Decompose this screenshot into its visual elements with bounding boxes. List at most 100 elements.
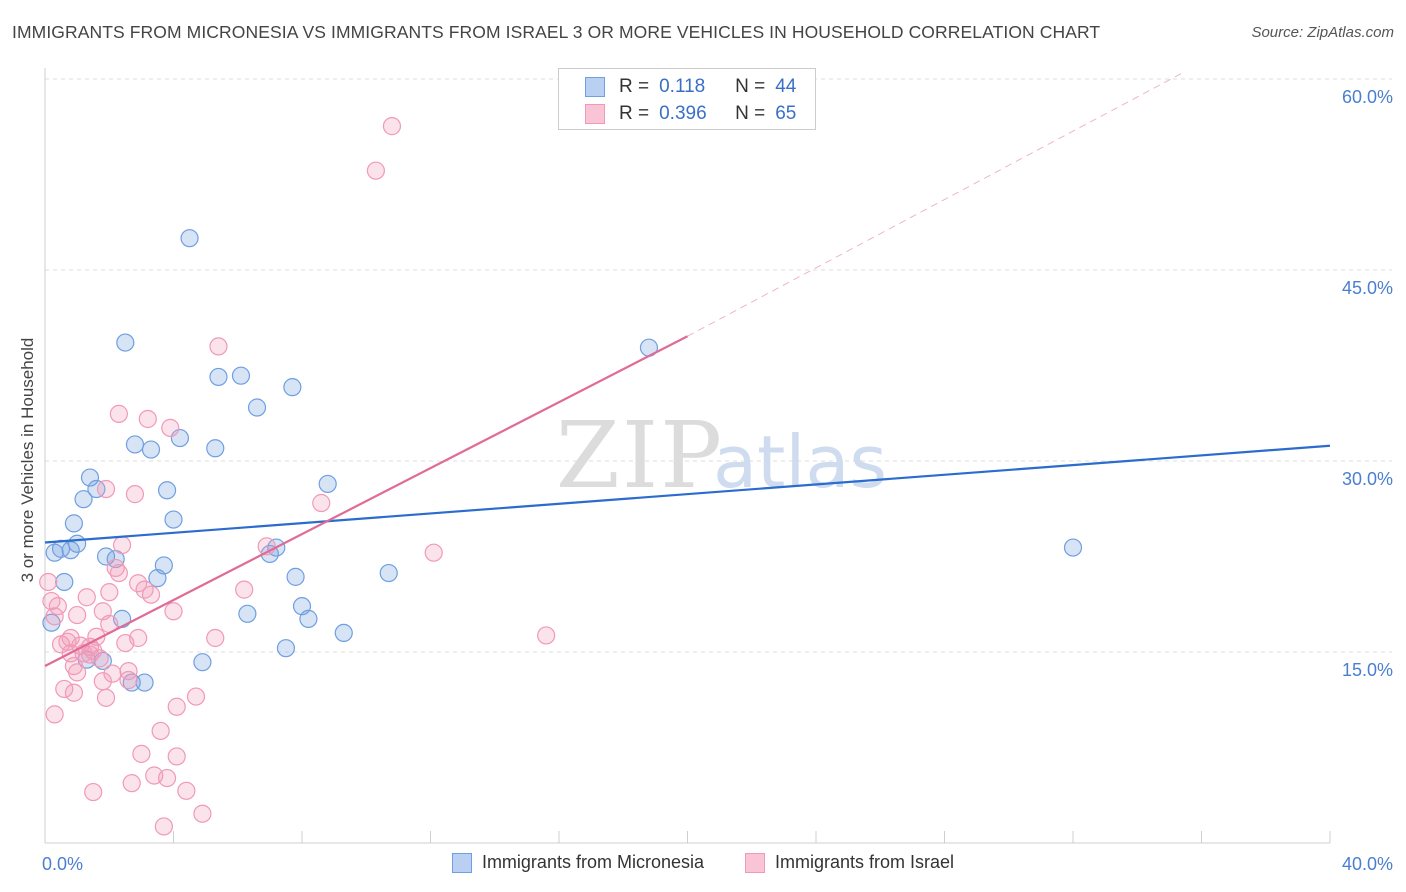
- data-point: [235, 580, 254, 599]
- legend-item-micronesia: Immigrants from Micronesia: [451, 852, 704, 873]
- n-label: N =: [735, 103, 766, 124]
- n-value: 44: [775, 76, 797, 97]
- r-label: R =: [619, 103, 650, 124]
- data-point: [382, 117, 402, 136]
- trend-line-1: [44, 335, 689, 667]
- r-label: R =: [619, 76, 650, 97]
- data-point: [157, 768, 177, 788]
- legend-label-israel: Immigrants from Israel: [775, 852, 955, 872]
- x-tick-label: 40.0%: [1342, 854, 1393, 874]
- n-value: 65: [775, 103, 797, 124]
- data-point: [157, 481, 177, 500]
- data-point: [45, 705, 64, 724]
- data-point: [366, 161, 385, 180]
- x-tick-label: 0.0%: [42, 854, 83, 874]
- grid-lines: [45, 78, 1392, 653]
- data-point: [193, 804, 212, 823]
- y-tick-label: 15.0%: [1342, 660, 1393, 680]
- trend-lines: [44, 70, 1331, 667]
- r-value: 0.396: [659, 103, 707, 124]
- legend-item-israel: Immigrants from Israel: [745, 852, 954, 873]
- data-point: [276, 639, 296, 658]
- data-point: [45, 607, 64, 626]
- data-point: [247, 398, 267, 417]
- y-tick-label: 60.0%: [1342, 87, 1393, 107]
- data-point: [96, 479, 116, 499]
- data-point: [231, 366, 251, 385]
- israel-swatch: [585, 104, 605, 124]
- data-point: [141, 440, 161, 459]
- data-point: [74, 490, 93, 509]
- data-point: [84, 782, 103, 802]
- data-point: [318, 474, 337, 494]
- data-point: [206, 628, 225, 648]
- data-point: [180, 229, 199, 248]
- data-point: [125, 485, 145, 504]
- y-tick-label: 45.0%: [1342, 278, 1393, 298]
- data-point: [312, 493, 331, 513]
- data-point: [193, 653, 212, 672]
- data-point: [379, 563, 398, 583]
- data-point: [61, 628, 80, 648]
- data-point: [109, 563, 128, 583]
- data-point: [151, 721, 170, 741]
- watermark-zip: ZIP: [556, 402, 724, 509]
- data-point: [154, 556, 173, 575]
- data-point: [77, 588, 96, 607]
- axes: [44, 68, 1331, 844]
- data-point: [96, 688, 116, 707]
- y-tick-label: 30.0%: [1342, 469, 1393, 489]
- data-point: [116, 333, 135, 352]
- data-point: [55, 572, 74, 592]
- data-point: [64, 683, 84, 702]
- n-label: N =: [735, 76, 766, 97]
- trend-line-0: [44, 444, 1331, 544]
- series-points-1: [39, 117, 556, 836]
- data-point: [80, 468, 100, 487]
- data-point: [141, 585, 161, 604]
- data-point: [39, 572, 58, 592]
- data-point: [167, 697, 186, 716]
- data-point: [167, 747, 186, 766]
- data-point: [135, 673, 154, 692]
- data-point: [186, 687, 206, 706]
- data-point: [125, 435, 145, 454]
- data-point: [64, 514, 84, 533]
- source-label: Source: ZipAtlas.com: [1251, 24, 1394, 41]
- data-point: [122, 774, 141, 793]
- watermark-atlas: atlas: [713, 420, 887, 504]
- data-point: [154, 817, 173, 836]
- data-point: [100, 583, 119, 602]
- watermark: ZIP atlas: [556, 402, 887, 509]
- data-point: [1063, 538, 1083, 557]
- legend-label-micronesia: Immigrants from Micronesia: [481, 852, 704, 872]
- data-point: [161, 418, 180, 437]
- data-point: [238, 604, 257, 623]
- data-point: [299, 609, 318, 628]
- data-point: [68, 663, 87, 682]
- r-value: 0.118: [659, 76, 706, 97]
- data-point: [283, 378, 302, 397]
- stats-row-israel: R = 0.396 N = 65: [585, 102, 797, 126]
- data-point: [87, 479, 106, 499]
- data-point: [334, 623, 353, 643]
- data-point: [537, 626, 556, 645]
- series-legend: Immigrants from Micronesia Immigrants fr…: [0, 852, 1406, 878]
- data-point: [122, 673, 141, 692]
- tick-labels: 15.0% 30.0% 45.0% 60.0% 0.0% 40.0%: [42, 87, 1393, 874]
- data-point: [164, 510, 183, 529]
- data-point: [68, 534, 87, 553]
- israel-legend-swatch: [745, 852, 765, 873]
- data-point: [106, 558, 125, 578]
- data-point: [129, 628, 148, 648]
- data-point: [119, 661, 138, 681]
- data-point: [48, 597, 67, 616]
- data-point: [206, 439, 225, 458]
- data-point: [55, 679, 74, 699]
- stats-legend: R = 0.118 N = 44 R = 0.396 N = 65: [558, 68, 816, 130]
- data-point: [109, 404, 128, 423]
- data-point: [164, 602, 183, 621]
- micronesia-swatch: [585, 77, 605, 97]
- data-point: [68, 605, 87, 625]
- stats-row-micronesia: R = 0.118 N = 44: [585, 75, 797, 99]
